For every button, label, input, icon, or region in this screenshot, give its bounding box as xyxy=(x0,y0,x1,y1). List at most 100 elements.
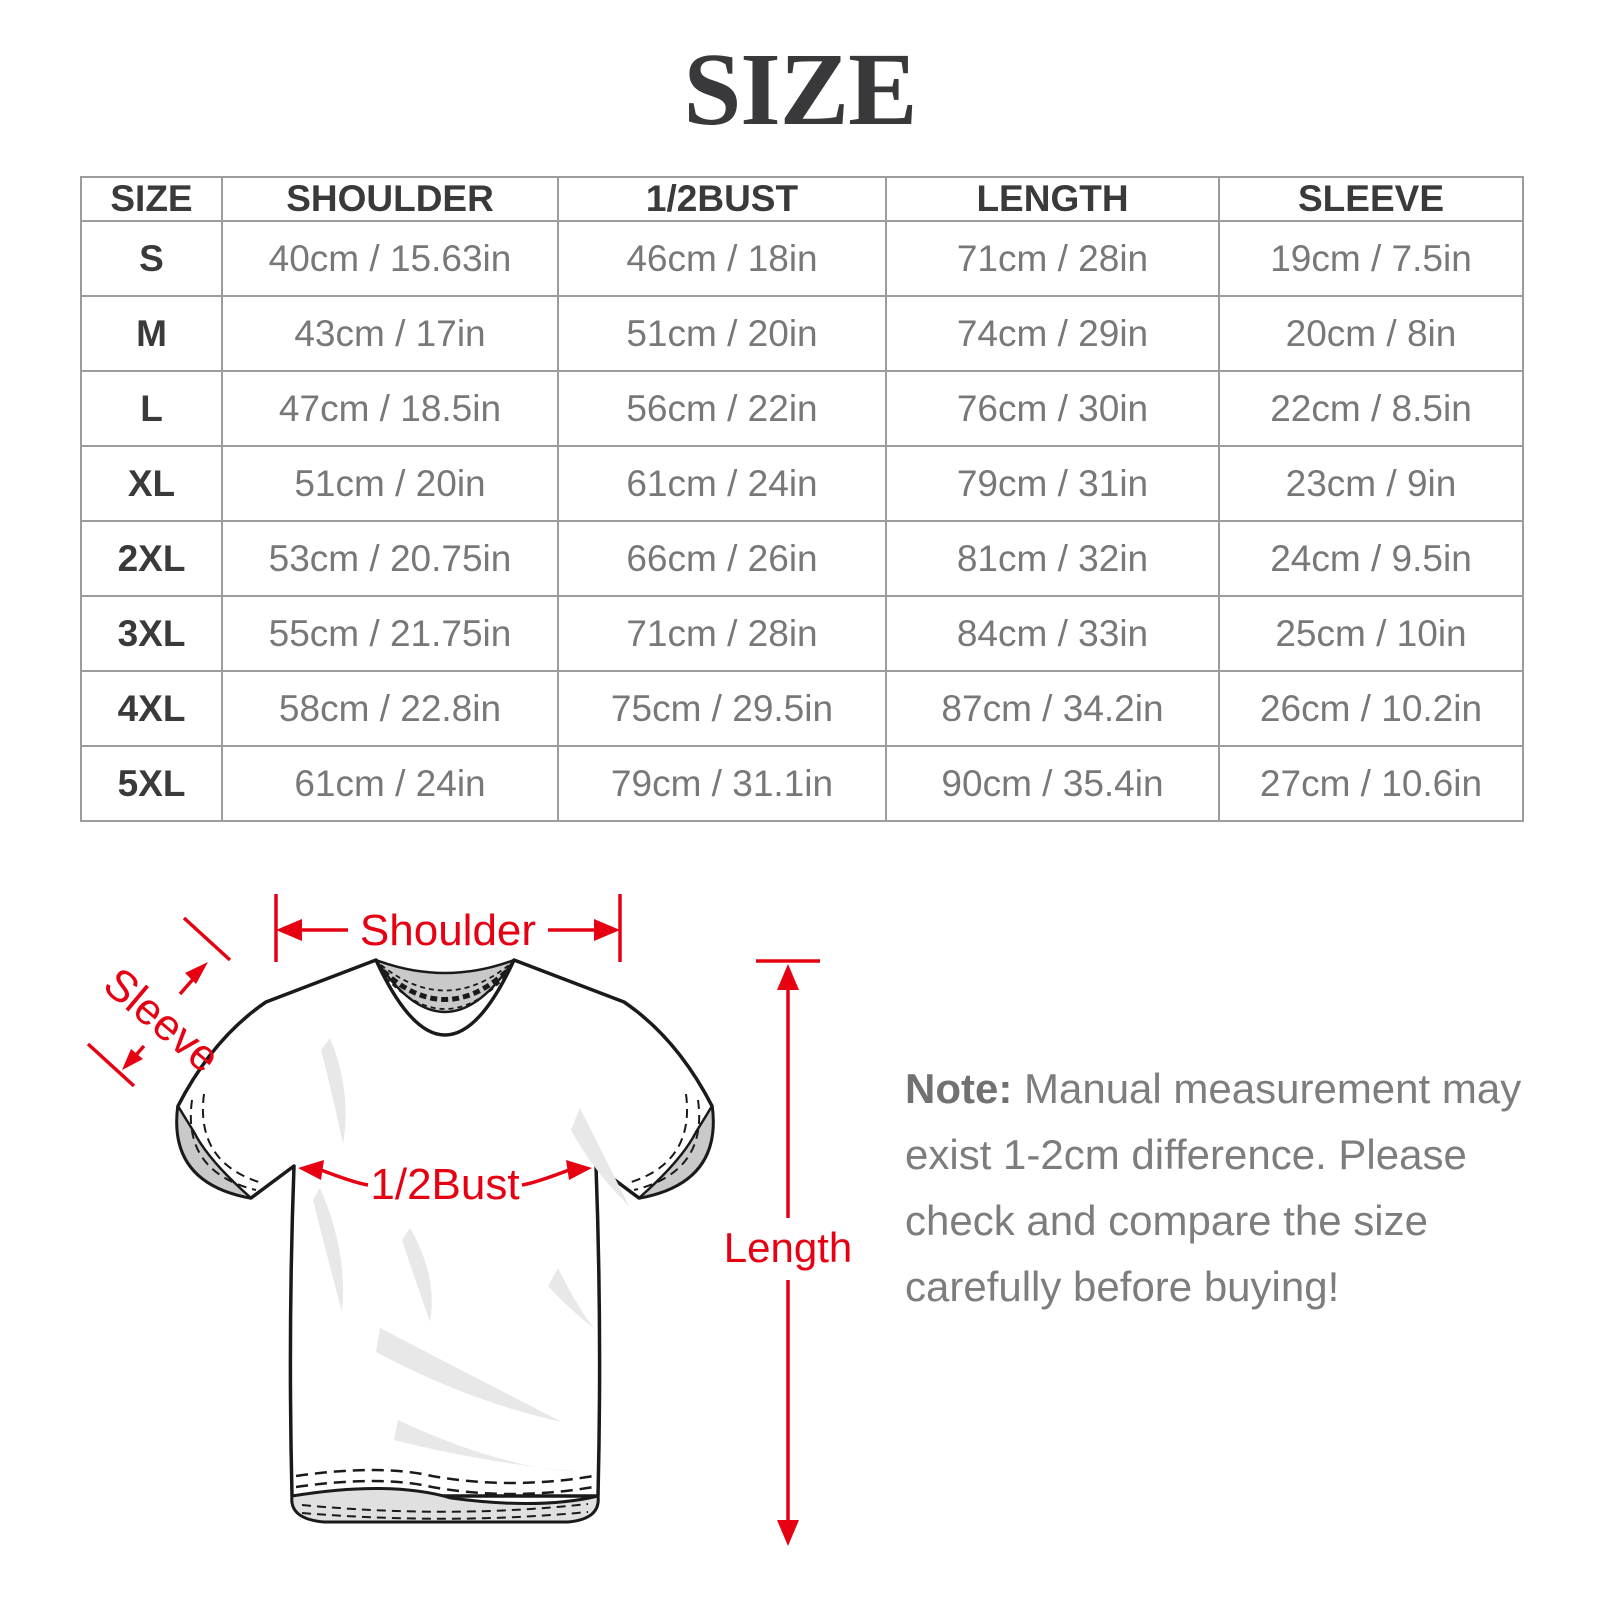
table-cell: 61cm / 24in xyxy=(221,745,559,822)
left-cuff-stitch xyxy=(189,1099,257,1191)
measurement-note: Note: Manual measurement may exist 1-2cm… xyxy=(905,1056,1565,1320)
size-cell: S xyxy=(80,220,223,297)
table-cell: 27cm / 10.6in xyxy=(1218,745,1524,822)
size-cell: 3XL xyxy=(80,595,223,672)
table-cell: 58cm / 22.8in xyxy=(221,670,559,747)
table-cell: 47cm / 18.5in xyxy=(221,370,559,447)
table-cell: 74cm / 29in xyxy=(885,295,1220,372)
table-row: S 40cm / 15.63in 46cm / 18in 71cm / 28in… xyxy=(80,220,1524,297)
hem-band-stitch xyxy=(301,1511,589,1520)
column-header-halfbust: 1/2BUST xyxy=(557,176,887,222)
table-cell: 76cm / 30in xyxy=(885,370,1220,447)
size-chart-table: SIZE SHOULDER 1/2BUST LENGTH SLEEVE S 40… xyxy=(80,176,1524,822)
bust-arrow-line xyxy=(320,1168,369,1187)
table-cell: 23cm / 9in xyxy=(1218,445,1524,522)
table-cell: 55cm / 21.75in xyxy=(221,595,559,672)
column-header-shoulder: SHOULDER xyxy=(221,176,559,222)
table-row: M 43cm / 17in 51cm / 20in 74cm / 29in 20… xyxy=(80,295,1524,372)
bust-arrowhead-right xyxy=(566,1160,592,1180)
table-cell: 53cm / 20.75in xyxy=(221,520,559,597)
table-cell: 40cm / 15.63in xyxy=(221,220,559,297)
left-cuff xyxy=(175,1104,253,1200)
bust-arrow-line xyxy=(521,1168,570,1187)
bust-arrowhead-left xyxy=(298,1160,324,1180)
shoulder-arrowhead-right xyxy=(594,919,620,941)
table-cell: 66cm / 26in xyxy=(557,520,887,597)
table-cell: 79cm / 31in xyxy=(885,445,1220,522)
table-cell: 79cm / 31.1in xyxy=(557,745,887,822)
table-cell: 61cm / 24in xyxy=(557,445,887,522)
table-row: XL 51cm / 20in 61cm / 24in 79cm / 31in 2… xyxy=(80,445,1524,522)
table-cell: 19cm / 7.5in xyxy=(1218,220,1524,297)
collar-stitch xyxy=(381,969,509,1002)
note-text-line: carefully before buying! xyxy=(905,1263,1340,1310)
size-cell: XL xyxy=(80,445,223,522)
fabric-wrinkle xyxy=(571,1108,629,1206)
fabric-wrinkle xyxy=(321,1038,346,1144)
table-cell: 22cm / 8.5in xyxy=(1218,370,1524,447)
length-dimension: Length xyxy=(724,959,852,1546)
tshirt-body xyxy=(175,958,715,1498)
table-cell: 90cm / 35.4in xyxy=(885,745,1220,822)
table-cell: 71cm / 28in xyxy=(885,220,1220,297)
table-row: 2XL 53cm / 20.75in 66cm / 26in 81cm / 32… xyxy=(80,520,1524,597)
hem-band xyxy=(290,1486,600,1524)
collar-stitch-line xyxy=(385,977,505,1010)
table-row: 4XL 58cm / 22.8in 75cm / 29.5in 87cm / 3… xyxy=(80,670,1524,747)
tshirt-illustration xyxy=(175,958,715,1524)
table-row: 5XL 61cm / 24in 79cm / 31.1in 90cm / 35.… xyxy=(80,745,1524,822)
size-cell: 5XL xyxy=(80,745,223,822)
hem-stitch xyxy=(295,1479,595,1496)
table-cell: 81cm / 32in xyxy=(885,520,1220,597)
fabric-wrinkle xyxy=(394,1420,580,1472)
page-title: SIZE xyxy=(683,32,917,147)
right-cuff xyxy=(637,1104,715,1200)
table-cell: 56cm / 22in xyxy=(557,370,887,447)
half-bust-label: 1/2Bust xyxy=(370,1160,519,1209)
size-cell: 4XL xyxy=(80,670,223,747)
right-cuff-stitch xyxy=(633,1099,701,1191)
table-cell: 26cm / 10.2in xyxy=(1218,670,1524,747)
length-arrowhead-bottom xyxy=(777,1520,799,1546)
half-bust-dimension: 1/2Bust xyxy=(298,1160,592,1209)
table-cell: 24cm / 9.5in xyxy=(1218,520,1524,597)
length-arrowhead-top xyxy=(777,964,799,990)
sleeve-arrowhead-bottom xyxy=(122,1049,143,1070)
column-header-sleeve: SLEEVE xyxy=(1218,176,1524,222)
table-cell: 51cm / 20in xyxy=(221,445,559,522)
table-cell: 20cm / 8in xyxy=(1218,295,1524,372)
note-text-line: check and compare the size xyxy=(905,1197,1428,1244)
header-row: SIZE SHOULDER 1/2BUST LENGTH SLEEVE xyxy=(80,176,1524,222)
hem-stitch xyxy=(295,1468,595,1485)
note-text-line: exist 1-2cm difference. Please xyxy=(905,1131,1467,1178)
note-text: Manual measurement may xyxy=(1012,1065,1522,1112)
tshirt-measurement-diagram: Shoulder Sleeve 1/2Bust Length xyxy=(86,894,852,1546)
shoulder-dimension: Shoulder xyxy=(274,894,622,962)
table-cell: 71cm / 28in xyxy=(557,595,887,672)
column-header-length: LENGTH xyxy=(885,176,1220,222)
table-row: 3XL 55cm / 21.75in 71cm / 28in 84cm / 33… xyxy=(80,595,1524,672)
fabric-wrinkle xyxy=(313,1188,344,1312)
note-label: Note: xyxy=(905,1065,1013,1112)
table-cell: 46cm / 18in xyxy=(557,220,887,297)
table-row: L 47cm / 18.5in 56cm / 22in 76cm / 30in … xyxy=(80,370,1524,447)
fabric-wrinkle xyxy=(548,1268,596,1330)
table-cell: 43cm / 17in xyxy=(221,295,559,372)
table-cell: 25cm / 10in xyxy=(1218,595,1524,672)
table-cell: 84cm / 33in xyxy=(885,595,1220,672)
size-cell: M xyxy=(80,295,223,372)
shoulder-arrowhead-left xyxy=(276,919,302,941)
table-cell: 75cm / 29.5in xyxy=(557,670,887,747)
size-cell: L xyxy=(80,370,223,447)
hem-band-stitch xyxy=(301,1503,589,1513)
length-label: Length xyxy=(724,1224,852,1271)
sleeve-label: Sleeve xyxy=(94,958,229,1082)
sleeve-tick-top xyxy=(182,916,232,962)
table-cell: 51cm / 20in xyxy=(557,295,887,372)
size-cell: 2XL xyxy=(80,520,223,597)
fabric-wrinkle xyxy=(402,1228,432,1322)
shoulder-label: Shoulder xyxy=(360,906,536,955)
sleeve-dimension: Sleeve xyxy=(86,916,232,1088)
column-header-size: SIZE xyxy=(80,176,223,222)
fabric-wrinkle xyxy=(376,1328,562,1422)
